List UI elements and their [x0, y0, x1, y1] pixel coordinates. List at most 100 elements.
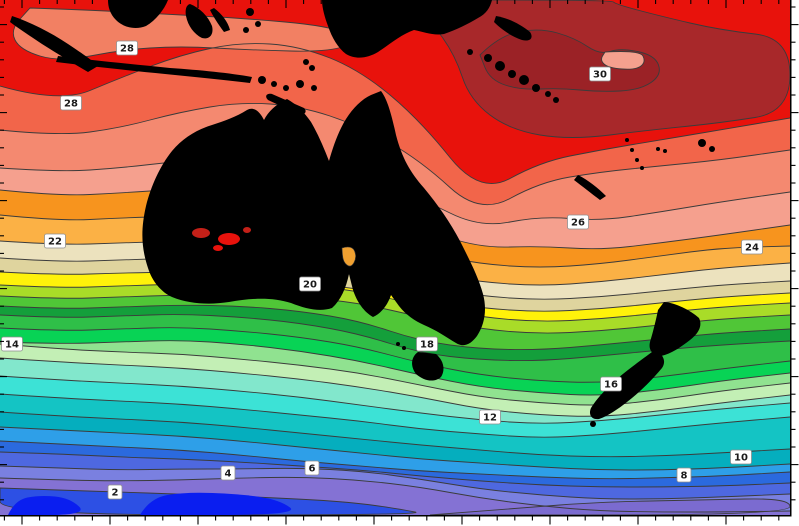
nz-south-island-landmass	[589, 352, 665, 420]
temperature-band	[0, 427, 790, 479]
island-dot	[467, 49, 473, 55]
contour-label-28: 28	[60, 95, 82, 111]
contour-line-10	[0, 411, 790, 458]
inland-lake-spot	[218, 233, 240, 245]
island-dot	[698, 139, 706, 147]
contour-line-7	[0, 451, 790, 488]
contour-label-box	[676, 467, 692, 483]
island-dot	[296, 80, 304, 88]
contour-label-8: 8	[676, 467, 692, 483]
inland-lake-spot	[192, 228, 210, 238]
contour-label-text: 26	[571, 218, 585, 229]
island-dot	[258, 76, 266, 84]
contour-label-text: 6	[309, 464, 316, 475]
contour-label-text: 28	[120, 44, 134, 55]
borneo-tip-landmass	[108, 0, 168, 28]
island-dot	[271, 81, 277, 87]
landmasses	[10, 0, 715, 427]
java-chain-landmass	[56, 56, 252, 83]
temperature-band	[0, 466, 790, 512]
australia-landmass	[142, 91, 485, 346]
contour-label-12: 12	[479, 409, 501, 425]
contour-line-20	[0, 282, 790, 322]
island-dot	[532, 84, 540, 92]
contour-label-text: 8	[681, 471, 688, 482]
contour-label-box	[60, 95, 82, 111]
contour-label-box	[479, 409, 501, 425]
island-dot	[243, 27, 249, 33]
contour-line-9	[0, 426, 790, 471]
contour-label-30: 30	[589, 66, 611, 82]
island-dot	[656, 147, 660, 151]
contour-label-16: 16	[600, 376, 622, 392]
temperature-band	[0, 294, 790, 350]
island-dot	[590, 421, 596, 427]
island-dot	[396, 342, 400, 346]
contour-label-box	[299, 276, 321, 292]
contour-label-10: 10	[730, 449, 752, 465]
island-dot	[402, 346, 406, 350]
timor-landmass	[266, 93, 306, 115]
gulf-warm-patch	[341, 246, 356, 267]
island-dot	[255, 21, 261, 27]
nz-north-island-landmass	[649, 302, 701, 356]
temperature-band	[0, 412, 790, 470]
contour-label-box	[304, 460, 320, 476]
contour-line-12	[0, 375, 790, 424]
temperature-band	[0, 314, 790, 383]
contour-label-28: 28	[116, 40, 138, 56]
contour-line-14	[0, 343, 790, 406]
island-dot	[311, 85, 317, 91]
sumatra-landmass	[10, 16, 98, 72]
cold-core-2-region	[140, 492, 292, 515]
island-dot	[709, 146, 715, 152]
contour-label-text: 24	[745, 243, 759, 254]
island-dot	[553, 97, 559, 103]
contour-label-text: 12	[483, 413, 497, 424]
contour-label-14: 14	[1, 336, 23, 352]
contour-label-text: 10	[734, 453, 748, 464]
contour-line-17	[0, 314, 790, 362]
temperature-band	[0, 340, 790, 405]
island-dot	[625, 138, 629, 142]
contour-line-4	[0, 476, 790, 513]
contour-label-24: 24	[741, 239, 763, 255]
contour-label-box	[116, 40, 138, 56]
contour-line-8	[0, 440, 790, 480]
axis-frame	[0, 0, 792, 517]
island-dot	[495, 61, 505, 71]
contour-label-box	[741, 239, 763, 255]
contour-label-box	[44, 233, 66, 249]
contour-line-18	[0, 304, 790, 351]
contour-line-13	[0, 357, 790, 417]
contour-label-text: 30	[593, 70, 607, 81]
contour-label-box	[107, 484, 123, 500]
island-dot	[508, 70, 516, 78]
contour-label-text: 28	[64, 99, 78, 110]
island-dot	[519, 75, 529, 85]
inland-water-details	[192, 227, 356, 267]
contour-label-box	[567, 214, 589, 230]
island-dot	[545, 91, 551, 97]
new-britain-landmass	[494, 16, 532, 41]
contour-labels: 28 28 30 26 24 22 20 18 14 16 12 10 8 6 4 2	[1, 40, 763, 500]
island-dot	[663, 149, 667, 153]
contour-label-text: 22	[48, 237, 62, 248]
contour-label-text: 18	[420, 340, 434, 351]
contour-label-20: 20	[299, 276, 321, 292]
contour-label-box	[416, 336, 438, 352]
contour-label-4: 4	[220, 465, 236, 481]
contour-label-text: 14	[5, 340, 19, 351]
inland-lake-spot	[243, 227, 251, 233]
contour-label-22: 22	[44, 233, 66, 249]
contour-label-text: 4	[225, 469, 232, 480]
island-dot	[309, 65, 315, 71]
contour-line-11	[0, 393, 790, 438]
contour-label-box	[1, 336, 23, 352]
coral-patch-region	[601, 51, 645, 70]
contour-label-box	[589, 66, 611, 82]
contour-label-text: 16	[604, 380, 618, 391]
